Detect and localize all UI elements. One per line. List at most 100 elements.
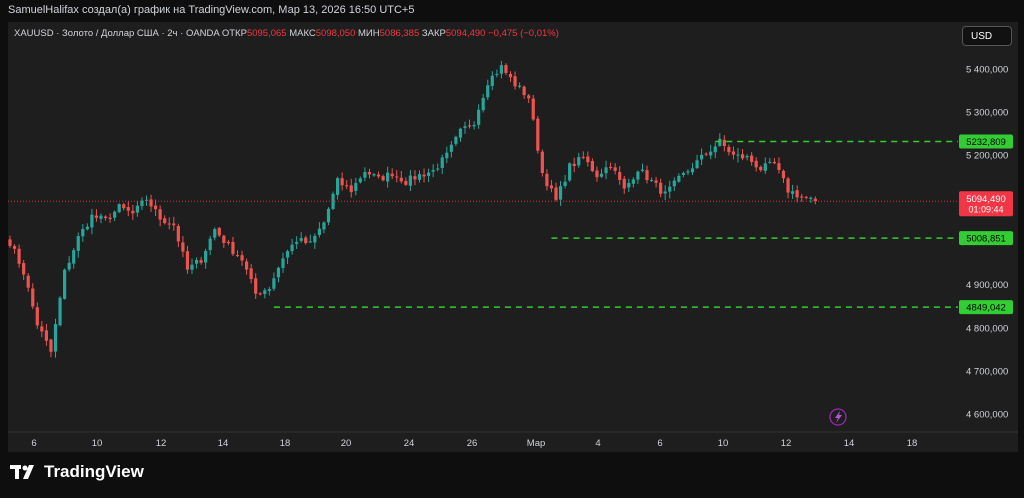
chart-panel[interactable]: 5 400,000 5 300,000 5 200,000 4 900,000 4 80…	[8, 22, 1018, 452]
candle-body	[727, 147, 731, 153]
candle	[376, 171, 381, 179]
candle-body	[386, 172, 390, 182]
candle-body	[467, 125, 472, 127]
candle-body	[35, 307, 39, 326]
candle-body	[240, 255, 244, 261]
candle	[413, 170, 417, 186]
candle-body	[508, 73, 513, 78]
candle	[777, 157, 781, 174]
candle	[577, 152, 581, 168]
candle	[204, 248, 208, 269]
x-tick-label: 26	[467, 438, 478, 449]
candle	[631, 177, 635, 188]
candle	[449, 140, 453, 158]
candle-body	[627, 182, 631, 188]
candle-body	[317, 228, 321, 235]
candle	[554, 182, 558, 202]
level-price-tag	[959, 300, 1013, 315]
candle-body	[149, 199, 153, 207]
candle	[94, 209, 99, 222]
candle-body	[622, 178, 626, 189]
candle	[99, 213, 103, 224]
candle	[258, 291, 262, 296]
candle-body	[281, 258, 285, 269]
candle-body	[304, 237, 308, 244]
candle-body	[504, 65, 508, 73]
candle	[754, 157, 758, 172]
candle-body	[759, 166, 763, 171]
candle	[508, 71, 513, 82]
candle-body	[795, 190, 799, 198]
candle-body	[654, 180, 658, 183]
candle	[354, 177, 358, 196]
candle	[663, 185, 667, 201]
low-value: 5086,385	[379, 28, 420, 39]
candle	[568, 162, 572, 182]
x-tick-label: Мар	[527, 438, 546, 449]
candle	[499, 60, 503, 79]
candle-body	[12, 246, 17, 249]
candlestick-chart[interactable]: 5 400,000 5 300,000 5 200,000 4 900,000 4 80…	[8, 22, 1018, 452]
candle-body	[736, 154, 740, 156]
candle-body	[172, 223, 176, 226]
candle	[404, 177, 408, 186]
candle	[12, 244, 17, 254]
candle	[604, 160, 608, 180]
candle	[103, 215, 108, 221]
candle-body	[700, 154, 704, 160]
candle-body	[122, 204, 126, 209]
candle	[176, 223, 180, 248]
candle-body	[267, 289, 271, 291]
brand-footer: TradingView	[10, 462, 144, 482]
y-tick-label: 4 700,000	[966, 367, 1008, 378]
candle	[718, 133, 722, 147]
candle	[185, 246, 190, 274]
candle-body	[235, 255, 240, 257]
candle-body	[768, 161, 772, 163]
candle	[331, 191, 335, 211]
candle	[745, 154, 749, 161]
candle-body	[613, 167, 617, 171]
candle	[135, 200, 139, 217]
high-value: 5098,050	[315, 28, 356, 39]
x-tick-label: 4	[595, 438, 600, 449]
candle	[381, 174, 385, 182]
candle-body	[454, 136, 458, 144]
symbol-info: XAUUSD · Золото / Доллар США · 2ч · OAND…	[14, 28, 559, 39]
candle	[586, 151, 590, 167]
candle	[113, 210, 117, 222]
candle	[659, 178, 663, 198]
candle	[163, 215, 167, 225]
candle-body	[90, 214, 94, 228]
candle	[722, 135, 726, 152]
candle-body	[722, 139, 726, 146]
currency-button[interactable]: USD	[962, 26, 1012, 46]
candle-body	[163, 218, 167, 224]
candle	[759, 165, 763, 172]
candle	[390, 168, 394, 179]
candle-body	[231, 241, 235, 255]
candle	[490, 71, 494, 91]
candle-body	[140, 200, 144, 207]
lightning-icon[interactable]	[829, 408, 847, 426]
candle	[668, 180, 672, 199]
x-tick-label: 12	[781, 438, 792, 449]
candle-body	[427, 172, 431, 176]
candle-body	[367, 171, 372, 175]
candle	[40, 320, 44, 338]
candle-body	[390, 173, 394, 177]
candle	[231, 236, 235, 257]
candle-body	[44, 330, 48, 341]
candle-body	[58, 297, 62, 326]
candle	[90, 208, 94, 235]
x-tick-label: 12	[156, 438, 167, 449]
candle-body	[804, 196, 808, 198]
candle-body	[813, 198, 817, 202]
candle-body	[31, 288, 35, 307]
candle	[563, 174, 567, 189]
candle	[399, 170, 403, 184]
candle	[317, 222, 321, 238]
candle	[49, 338, 53, 358]
candle-body	[154, 205, 158, 210]
candle	[181, 236, 185, 258]
